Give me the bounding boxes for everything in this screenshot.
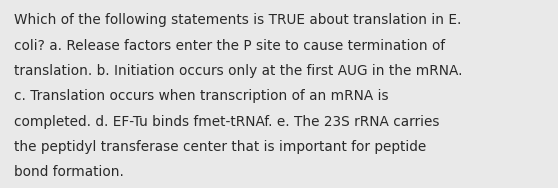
Text: Which of the following statements is TRUE about translation in E.: Which of the following statements is TRU… [14, 13, 461, 27]
Text: the peptidyl transferase center that is important for peptide: the peptidyl transferase center that is … [14, 140, 426, 154]
Text: completed. d. EF-Tu binds fmet-tRNAf. e. The 23S rRNA carries: completed. d. EF-Tu binds fmet-tRNAf. e.… [14, 115, 440, 129]
Text: coli? a. Release factors enter the P site to cause termination of: coli? a. Release factors enter the P sit… [14, 39, 445, 52]
Text: c. Translation occurs when transcription of an mRNA is: c. Translation occurs when transcription… [14, 89, 388, 103]
Text: bond formation.: bond formation. [14, 165, 124, 179]
Text: translation. b. Initiation occurs only at the first AUG in the mRNA.: translation. b. Initiation occurs only a… [14, 64, 463, 78]
